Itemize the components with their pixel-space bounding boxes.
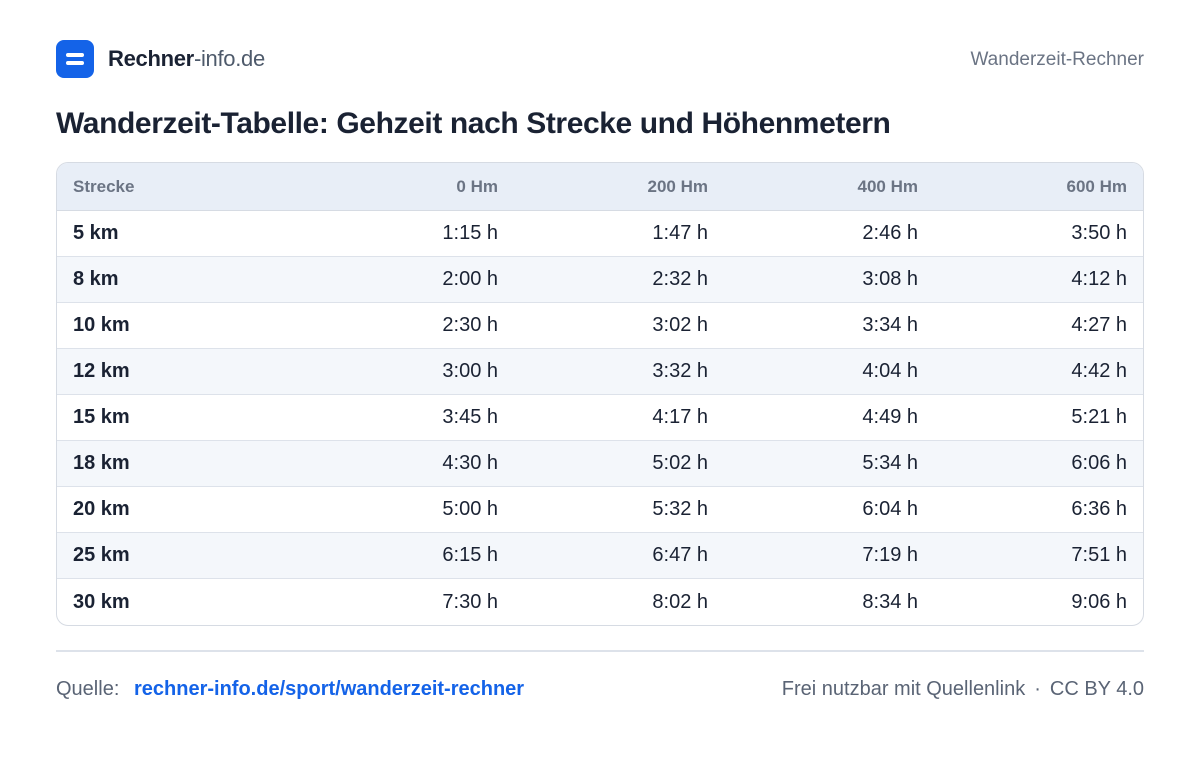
license-text: Frei nutzbar mit Quellenlink — [781, 678, 1026, 700]
time-cell: 5:34 h — [862, 452, 918, 474]
time-cell: 3:34 h — [862, 314, 918, 336]
time-cell: 3:02 h — [652, 314, 708, 336]
time-cell: 4:27 h — [1071, 314, 1127, 336]
source-label: Quelle: — [56, 678, 120, 700]
time-cell: 7:30 h — [442, 590, 498, 613]
time-cell: 3:45 h — [442, 406, 498, 428]
column-header-0hm: 0 Hm — [456, 176, 498, 196]
time-cell: 2:32 h — [652, 268, 708, 290]
column-header-600hm: 600 Hm — [1066, 176, 1127, 196]
distance-cell: 25 km — [73, 544, 130, 566]
distance-cell: 12 km — [73, 360, 130, 382]
column-header-200hm: 200 Hm — [647, 176, 708, 196]
table-row: 30 km 7:30 h 8:02 h 8:34 h 9:06 h — [57, 579, 1143, 625]
table-header-row: Strecke 0 Hm 200 Hm 400 Hm 600 Hm — [57, 163, 1143, 211]
brand-name-strong: Rechner — [108, 46, 194, 71]
logo-icon[interactable] — [56, 40, 94, 78]
time-cell: 4:42 h — [1071, 360, 1127, 382]
time-cell: 3:50 h — [1071, 222, 1127, 244]
logo-bar — [66, 61, 84, 65]
brand-name-light: -info.de — [193, 46, 265, 71]
footer-divider — [56, 650, 1144, 652]
time-cell: 2:46 h — [862, 222, 918, 244]
time-cell: 8:34 h — [862, 590, 918, 613]
time-cell: 3:00 h — [442, 360, 498, 382]
distance-cell: 30 km — [73, 590, 130, 613]
time-cell: 7:51 h — [1071, 544, 1127, 566]
time-cell: 6:15 h — [442, 544, 498, 566]
site-header: Rechner-info.de Wanderzeit-Rechner — [56, 40, 1144, 78]
time-cell: 6:47 h — [652, 544, 708, 566]
time-cell: 2:30 h — [442, 314, 498, 336]
table-row: 8 km 2:00 h 2:32 h 3:08 h 4:12 h — [57, 257, 1143, 303]
source-link[interactable]: rechner-info.de/sport/wanderzeit-rechner — [134, 678, 525, 700]
table-row: 15 km 3:45 h 4:17 h 4:49 h 5:21 h — [57, 395, 1143, 441]
time-cell: 8:02 h — [652, 590, 708, 613]
time-cell: 5:00 h — [442, 498, 498, 520]
distance-cell: 10 km — [73, 314, 130, 336]
license-info: Frei nutzbar mit Quellenlink · CC BY 4.0 — [782, 676, 1144, 702]
table-row: 10 km 2:30 h 3:02 h 3:34 h 4:27 h — [57, 303, 1143, 349]
time-cell: 4:49 h — [862, 406, 918, 428]
distance-cell: 15 km — [73, 406, 130, 428]
footer: Quelle: rechner-info.de/sport/wanderzeit… — [56, 676, 1144, 702]
time-cell: 9:06 h — [1071, 590, 1127, 613]
time-cell: 1:47 h — [652, 222, 708, 244]
distance-cell: 20 km — [73, 498, 130, 520]
distance-cell: 8 km — [73, 268, 119, 290]
table-row: 5 km 1:15 h 1:47 h 2:46 h 3:50 h — [57, 211, 1143, 257]
time-cell: 5:32 h — [652, 498, 708, 520]
time-cell: 4:30 h — [442, 452, 498, 474]
time-cell: 7:19 h — [862, 544, 918, 566]
time-cell: 1:15 h — [442, 222, 498, 244]
time-cell: 6:36 h — [1071, 498, 1127, 520]
table-row: 25 km 6:15 h 6:47 h 7:19 h 7:51 h — [57, 533, 1143, 579]
time-cell: 5:21 h — [1071, 406, 1127, 428]
time-cell: 6:06 h — [1071, 452, 1127, 474]
time-cell: 6:04 h — [862, 498, 918, 520]
column-header-400hm: 400 Hm — [857, 176, 918, 196]
license-name: CC BY 4.0 — [1049, 678, 1144, 700]
time-cell: 4:04 h — [862, 360, 918, 382]
table-row: 12 km 3:00 h 3:32 h 4:04 h 4:42 h — [57, 349, 1143, 395]
time-cell: 3:32 h — [652, 360, 708, 382]
column-header-strecke: Strecke — [73, 176, 135, 196]
table-row: 20 km 5:00 h 5:32 h 6:04 h 6:36 h — [57, 487, 1143, 533]
brand-name[interactable]: Rechner-info.de — [108, 46, 265, 72]
distance-cell: 18 km — [73, 452, 130, 474]
table-row: 18 km 4:30 h 5:02 h 5:34 h 6:06 h — [57, 441, 1143, 487]
separator-dot: · — [1034, 678, 1041, 700]
time-table: Strecke 0 Hm 200 Hm 400 Hm 600 Hm 5 km 1… — [56, 162, 1144, 626]
time-cell: 3:08 h — [862, 268, 918, 290]
time-cell: 4:17 h — [652, 406, 708, 428]
page-title: Wanderzeit-Tabelle: Gehzeit nach Strecke… — [56, 107, 891, 140]
time-cell: 5:02 h — [652, 452, 708, 474]
logo-bar — [66, 53, 84, 57]
tool-name: Wanderzeit-Rechner — [970, 49, 1144, 70]
time-cell: 4:12 h — [1071, 268, 1127, 290]
distance-cell: 5 km — [73, 222, 119, 244]
time-cell: 2:00 h — [442, 268, 498, 290]
